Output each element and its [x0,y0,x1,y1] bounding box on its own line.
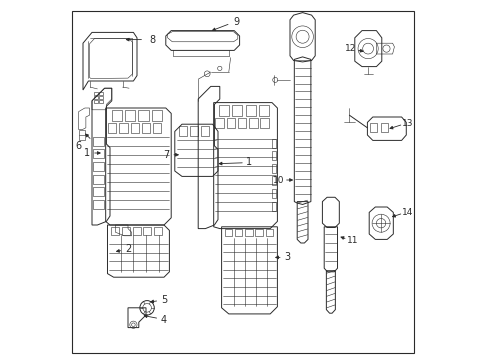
Bar [152,110,162,121]
Bar [245,105,256,116]
Bar [235,229,243,236]
Bar [225,229,232,236]
Bar [93,149,104,158]
Bar [139,110,148,121]
Text: 1: 1 [84,148,90,158]
Bar [219,105,229,116]
Text: 4: 4 [161,315,167,325]
Text: 7: 7 [163,150,170,160]
Bar [93,137,104,146]
Bar [238,118,246,128]
Bar [122,227,130,235]
Bar [201,126,209,136]
Bar [112,110,122,121]
Bar [154,227,162,235]
Text: 14: 14 [402,208,414,217]
Text: 13: 13 [402,119,414,128]
Bar [94,92,98,95]
Bar [93,200,104,209]
Bar [111,227,119,235]
Text: 8: 8 [149,35,156,45]
Bar [272,151,275,160]
Text: 11: 11 [346,236,358,245]
Bar [93,187,104,196]
Bar [99,92,103,95]
Text: 9: 9 [233,17,239,27]
Bar [272,202,275,211]
Bar [120,123,127,133]
Bar [94,96,98,99]
Bar [232,105,243,116]
Bar [94,100,98,103]
Bar [259,105,269,116]
Bar [93,175,104,184]
Bar [255,229,263,236]
Bar [144,227,151,235]
Bar [190,126,198,136]
Bar [133,227,141,235]
Bar [272,164,275,173]
Bar [125,110,135,121]
Bar [260,118,269,128]
Bar [153,123,161,133]
Text: 10: 10 [273,176,285,185]
Bar [142,123,150,133]
Bar [245,229,252,236]
Bar [179,126,187,136]
Bar [108,123,117,133]
Bar [272,176,275,185]
Bar [130,123,139,133]
Text: 1: 1 [246,157,252,167]
Text: 3: 3 [284,252,290,262]
Bar [266,229,273,236]
Bar [99,96,103,99]
Bar [272,139,275,148]
Bar [93,162,104,171]
Bar [249,118,258,128]
Bar [272,189,275,198]
Bar [227,118,235,128]
Bar [216,118,224,128]
Text: 2: 2 [125,244,131,254]
Bar [99,100,103,103]
Text: 6: 6 [75,141,82,151]
Text: 12: 12 [345,44,356,53]
Text: 5: 5 [161,294,167,305]
